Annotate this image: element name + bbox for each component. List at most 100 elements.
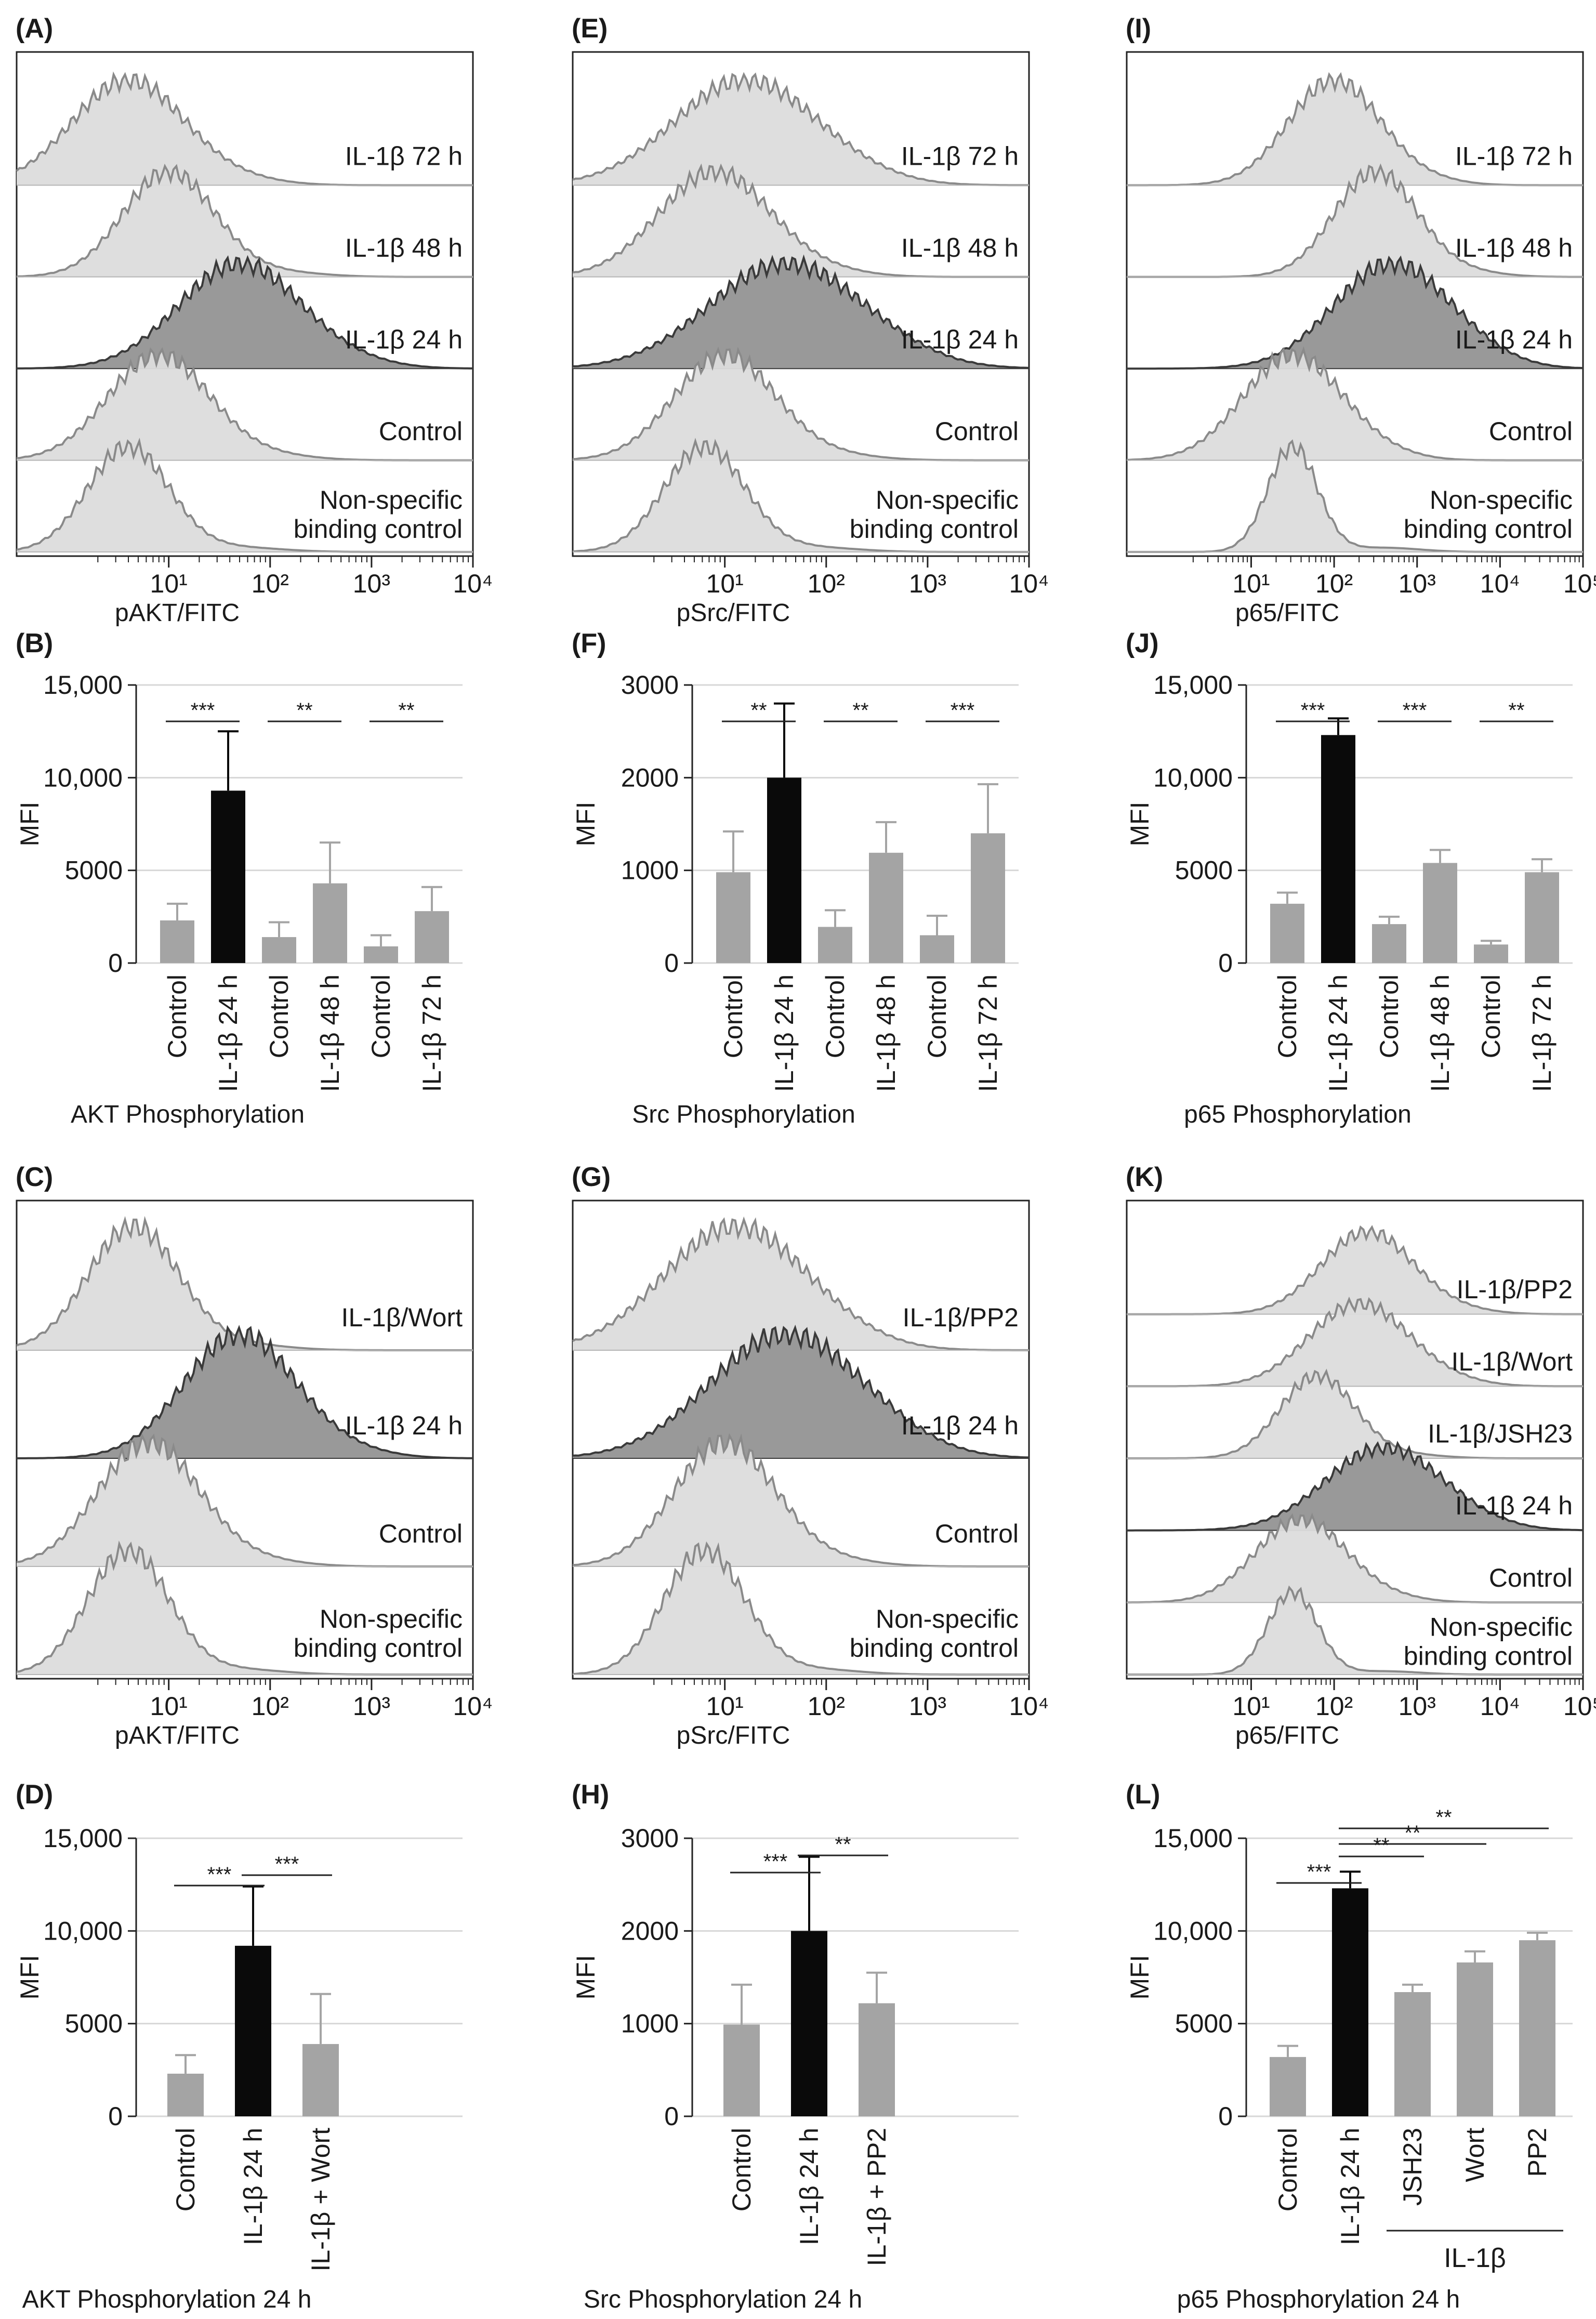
y-tick-label: 5000 <box>1175 856 1233 885</box>
significance-stars: ** <box>1435 1806 1452 1829</box>
track-label: IL-1β 24 h <box>345 1411 463 1440</box>
y-tick-label: 10,000 <box>1153 1916 1233 1945</box>
x-tick-label: 10⁵ <box>1563 569 1596 598</box>
histogram-panel-i: (I) IL-1β 72 h IL-1β 48 h IL-1β 24 h Control… <box>1126 14 1596 627</box>
track-label: Control <box>1489 417 1573 446</box>
x-tick-label: 10³ <box>353 1692 390 1721</box>
track-label: IL-1β 72 h <box>901 142 1019 171</box>
track-label: binding control <box>1404 515 1573 544</box>
histogram-line <box>17 1325 473 1459</box>
significance-stars: ** <box>296 699 312 722</box>
histogram-fill <box>1127 1299 1583 1387</box>
x-tick-label: 10¹ <box>706 1692 744 1721</box>
histogram-fill <box>17 258 473 369</box>
track-label: Non-specific <box>1430 485 1573 515</box>
y-tick-label: 5000 <box>65 2009 123 2038</box>
histogram-fill <box>17 1219 473 1350</box>
histogram-fill <box>1127 258 1583 369</box>
bar <box>818 927 852 963</box>
y-axis-label: MFI <box>1125 801 1154 846</box>
track-label: Non-specific <box>320 485 463 515</box>
y-tick-label: 15,000 <box>1153 670 1233 700</box>
histogram-line <box>17 255 473 370</box>
category-label: IL-1β 72 h <box>973 974 1003 1092</box>
histogram-fill <box>1127 74 1583 186</box>
category-label: PP2 <box>1523 2128 1552 2177</box>
bar <box>920 935 954 963</box>
histogram-line <box>572 254 1030 369</box>
x-tick-label: 10¹ <box>150 1692 188 1721</box>
track-label: binding control <box>1404 1641 1573 1670</box>
bar <box>1332 1888 1368 2116</box>
y-tick-label: 15,000 <box>1153 1824 1233 1853</box>
bar <box>1321 735 1355 963</box>
histogram-fill <box>17 441 473 552</box>
x-tick-label: 10⁴ <box>1480 569 1520 598</box>
bar-chart-panel-b: (B) 0 5000 10,000 15,000 MFI Control IL-1β 24 h… <box>15 628 463 1128</box>
chart-title: Src Phosphorylation 24 h <box>584 2286 862 2313</box>
category-label: IL-1β 24 h <box>239 2128 268 2245</box>
track-label: Non-specific <box>876 1604 1019 1633</box>
y-tick-label: 5000 <box>1175 2009 1233 2038</box>
y-tick-label: 10,000 <box>1153 763 1233 792</box>
y-tick-label: 1000 <box>621 856 679 885</box>
x-tick-label: 10¹ <box>1232 1692 1270 1721</box>
panel-letter: (D) <box>16 1780 53 1810</box>
significance-stars: *** <box>1307 1861 1331 1883</box>
y-tick-label: 0 <box>1218 948 1233 978</box>
bar <box>160 920 194 963</box>
histogram-fill <box>573 1327 1029 1458</box>
histogram-fill <box>1127 349 1583 460</box>
histogram-panel-c: (C) IL-1β/Wort IL-1β 24 h Control Non-specif… <box>16 1162 493 1749</box>
y-tick-label: 2000 <box>621 1916 679 1945</box>
significance-stars: *** <box>1403 699 1427 722</box>
significance-stars: *** <box>1301 699 1325 722</box>
category-label: Control <box>171 2128 200 2211</box>
histogram-fill <box>573 441 1029 552</box>
category-label: IL-1β 24 h <box>1324 974 1353 1092</box>
y-axis-label: MFI <box>15 1955 44 1999</box>
chart-title: Src Phosphorylation <box>632 1101 855 1128</box>
panel-letter: (B) <box>16 628 53 658</box>
histogram-fill <box>17 166 473 277</box>
track-label: binding control <box>850 1633 1019 1663</box>
x-tick-label: 10¹ <box>1232 569 1270 598</box>
panel-letter: (E) <box>572 14 608 44</box>
y-tick-label: 1000 <box>621 2009 679 2038</box>
track-label: Control <box>379 1519 463 1548</box>
x-tick-label: 10² <box>808 569 845 598</box>
y-tick-label: 10,000 <box>43 763 123 792</box>
bar-chart-panel-l: (L) 0 5000 10,000 15,000 MFI Control IL-1β 24 h… <box>1125 1780 1573 2313</box>
histogram-fill <box>1127 1443 1583 1531</box>
x-tick-label: 10³ <box>353 569 390 598</box>
histogram-line <box>1127 1441 1584 1532</box>
chart-title: AKT Phosphorylation 24 h <box>22 2286 312 2313</box>
chart-title: p65 Phosphorylation <box>1184 1101 1412 1128</box>
track-label: IL-1β 72 h <box>345 142 463 171</box>
x-axis-label: pAKT/FITC <box>115 1722 240 1749</box>
chart-title: AKT Phosphorylation <box>71 1101 305 1128</box>
bar <box>1270 903 1304 963</box>
track-label: IL-1β/Wort <box>1452 1347 1573 1376</box>
bar <box>415 911 449 963</box>
track-label: IL-1β/PP2 <box>903 1303 1019 1332</box>
y-tick-label: 15,000 <box>43 1824 123 1853</box>
histogram-line <box>1127 1296 1583 1388</box>
y-axis-label: MFI <box>571 1955 600 1999</box>
y-tick-label: 0 <box>664 948 679 978</box>
histogram-fill <box>17 349 473 460</box>
x-tick-label: 10¹ <box>150 569 188 598</box>
category-label: Control <box>821 974 850 1058</box>
plot-frame <box>1126 51 1584 557</box>
plot-frame <box>16 1200 474 1680</box>
y-tick-label: 0 <box>1218 2102 1233 2131</box>
bar <box>1474 944 1508 963</box>
x-axis-label: p65/FITC <box>1235 599 1339 627</box>
category-label: Control <box>727 2128 756 2211</box>
histogram-fill <box>573 1544 1029 1675</box>
chart-title: p65 Phosphorylation 24 h <box>1177 2286 1460 2313</box>
category-label: Wort <box>1460 2128 1489 2182</box>
track-label: Non-specific <box>876 485 1019 515</box>
bar <box>1423 863 1457 963</box>
